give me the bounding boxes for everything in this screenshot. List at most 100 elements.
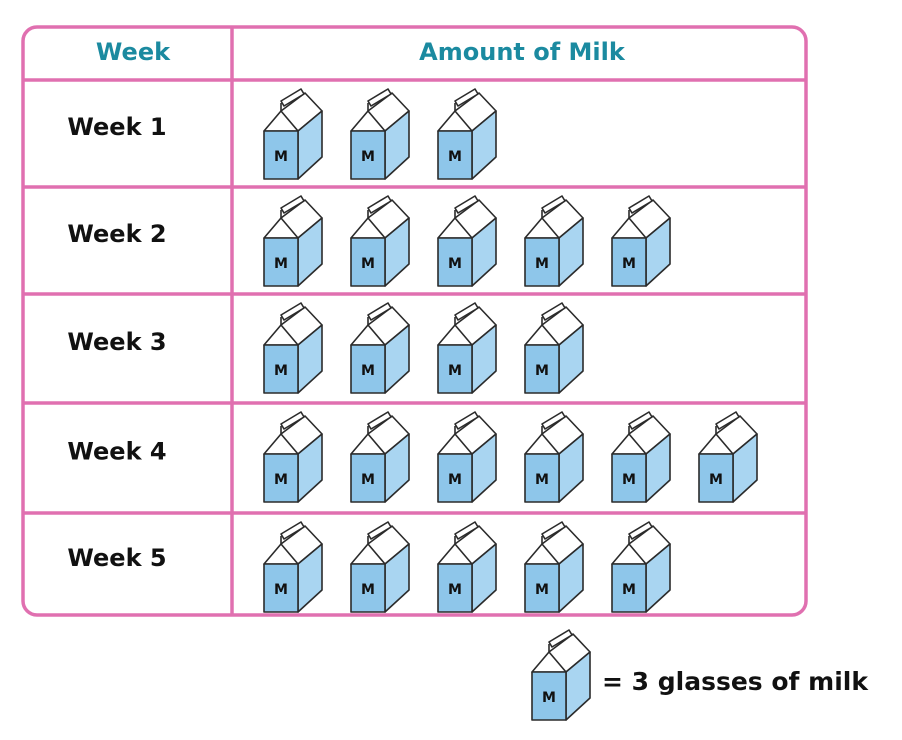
carton-front — [263, 563, 299, 613]
carton-icon: M — [350, 88, 410, 180]
row-label: Week 2 — [67, 220, 166, 248]
carton-front — [350, 344, 386, 394]
carton-letter: M — [709, 472, 723, 488]
carton-fin — [628, 521, 653, 540]
carton-icon: M — [611, 195, 671, 287]
carton-fold — [367, 433, 386, 455]
carton-icon: M — [263, 411, 323, 503]
carton-fin — [548, 629, 573, 648]
carton-letter: M — [622, 472, 636, 488]
carton-front — [611, 453, 647, 503]
carton-icon: M — [437, 88, 497, 180]
carton-front — [524, 237, 560, 287]
carton-fin — [280, 88, 305, 107]
carton-fold — [628, 543, 647, 565]
carton-letter: M — [361, 472, 375, 488]
carton-fin — [541, 521, 566, 540]
row-label: Week 4 — [67, 438, 166, 466]
carton-fin — [280, 195, 305, 214]
carton-fin — [280, 302, 305, 321]
carton-fold — [454, 324, 473, 346]
carton-fold — [280, 110, 299, 132]
carton-front — [698, 453, 734, 503]
carton-fold — [367, 324, 386, 346]
carton-icon: M — [698, 411, 758, 503]
carton-icon: M — [611, 411, 671, 503]
carton-letter: M — [361, 363, 375, 379]
carton-fin — [280, 411, 305, 430]
carton-fold — [541, 324, 560, 346]
carton-fold — [541, 433, 560, 455]
carton-fin — [367, 521, 392, 540]
carton-fold — [454, 433, 473, 455]
carton-fold — [367, 217, 386, 239]
carton-fold — [367, 543, 386, 565]
carton-letter: M — [361, 256, 375, 272]
carton-front — [437, 130, 473, 180]
carton-icon: M — [263, 195, 323, 287]
carton-letter: M — [448, 363, 462, 379]
carton-icon: M — [437, 521, 497, 613]
carton-front — [437, 237, 473, 287]
carton-fin — [367, 195, 392, 214]
carton-front — [437, 563, 473, 613]
table-border — [21, 25, 808, 617]
carton-front — [350, 563, 386, 613]
carton-icon: M — [350, 302, 410, 394]
carton-fold — [454, 543, 473, 565]
carton-icon: M — [524, 521, 584, 613]
carton-front — [437, 344, 473, 394]
carton-fold — [628, 217, 647, 239]
carton-letter: M — [274, 363, 288, 379]
carton-front — [350, 237, 386, 287]
carton-fin — [454, 411, 479, 430]
carton-fin — [280, 521, 305, 540]
carton-letter: M — [274, 149, 288, 165]
carton-fin — [715, 411, 740, 430]
carton-icon: M — [437, 195, 497, 287]
carton-fin — [541, 411, 566, 430]
carton-letter: M — [448, 472, 462, 488]
carton-letter: M — [542, 690, 556, 706]
carton-fin — [541, 302, 566, 321]
carton-letter: M — [535, 256, 549, 272]
carton-icon: M — [350, 195, 410, 287]
carton-fin — [628, 195, 653, 214]
carton-icon: M — [531, 629, 591, 721]
carton-letter: M — [361, 149, 375, 165]
carton-letter: M — [535, 363, 549, 379]
carton-fin — [367, 302, 392, 321]
carton-front — [524, 563, 560, 613]
carton-icon: M — [263, 521, 323, 613]
carton-icon: M — [437, 411, 497, 503]
carton-letter: M — [535, 582, 549, 598]
carton-front — [524, 344, 560, 394]
carton-icon: M — [611, 521, 671, 613]
column-header: Week — [96, 38, 171, 66]
row-label: Week 3 — [67, 328, 166, 356]
carton-fold — [280, 324, 299, 346]
carton-letter: M — [535, 472, 549, 488]
carton-icon: M — [350, 521, 410, 613]
carton-fold — [280, 543, 299, 565]
carton-fin — [454, 88, 479, 107]
carton-icon: M — [263, 88, 323, 180]
carton-fin — [628, 411, 653, 430]
carton-letter: M — [274, 582, 288, 598]
carton-icon: M — [524, 411, 584, 503]
carton-fold — [541, 217, 560, 239]
key-label: = 3 glasses of milk — [602, 667, 869, 696]
carton-letter: M — [448, 149, 462, 165]
carton-front — [350, 453, 386, 503]
carton-front — [263, 344, 299, 394]
carton-front — [611, 563, 647, 613]
carton-fold — [367, 110, 386, 132]
carton-icon: M — [437, 302, 497, 394]
carton-icon: M — [263, 302, 323, 394]
carton-front — [263, 453, 299, 503]
carton-letter: M — [274, 256, 288, 272]
carton-front — [524, 453, 560, 503]
carton-fin — [541, 195, 566, 214]
carton-front — [437, 453, 473, 503]
